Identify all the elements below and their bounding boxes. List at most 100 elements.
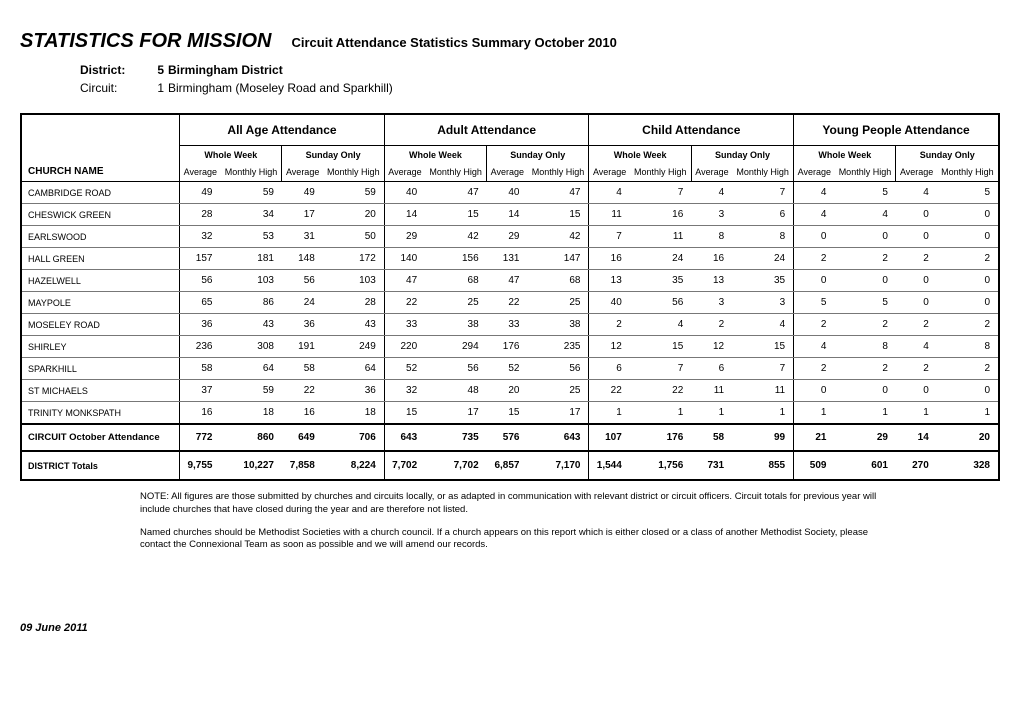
data-cell: 5 <box>834 182 896 204</box>
data-cell: 0 <box>896 292 937 314</box>
data-cell: 5 <box>834 292 896 314</box>
col-high: Monthly High <box>834 164 896 182</box>
data-cell: 0 <box>937 380 999 402</box>
data-cell: 6 <box>732 204 794 226</box>
data-cell: 47 <box>425 182 487 204</box>
data-cell: 8 <box>937 336 999 358</box>
data-cell: 99 <box>732 424 794 451</box>
data-cell: 0 <box>834 380 896 402</box>
data-cell: 20 <box>937 424 999 451</box>
data-cell: 294 <box>425 336 487 358</box>
data-cell: 59 <box>220 380 282 402</box>
col-high: Monthly High <box>220 164 282 182</box>
data-cell: 15 <box>384 402 425 425</box>
data-cell: 191 <box>282 336 323 358</box>
data-cell: 32 <box>180 226 221 248</box>
data-cell: 15 <box>527 204 589 226</box>
data-cell: 15 <box>630 336 692 358</box>
data-cell: 3 <box>691 204 732 226</box>
data-cell: 20 <box>323 204 385 226</box>
data-cell: 12 <box>589 336 630 358</box>
data-cell: 20 <box>487 380 528 402</box>
data-cell: 2 <box>937 248 999 270</box>
data-cell: 16 <box>282 402 323 425</box>
sub-whole-week: Whole Week <box>384 146 486 165</box>
data-cell: 11 <box>691 380 732 402</box>
table-row: SHIRLEY236308191249220294176235121512154… <box>21 336 999 358</box>
attendance-table: All Age Attendance Adult Attendance Chil… <box>20 113 1000 481</box>
data-cell: 36 <box>180 314 221 336</box>
data-cell: 1 <box>589 402 630 425</box>
data-cell: 1 <box>691 402 732 425</box>
data-cell: 4 <box>691 182 732 204</box>
church-name-cell: ST MICHAELS <box>21 380 180 402</box>
data-cell: 236 <box>180 336 221 358</box>
data-cell: 1 <box>630 402 692 425</box>
data-cell: 576 <box>487 424 528 451</box>
data-cell: 643 <box>527 424 589 451</box>
table-row: MAYPOLE65862428222522254056335500 <box>21 292 999 314</box>
data-cell: 2 <box>896 314 937 336</box>
data-cell: 2 <box>834 358 896 380</box>
note-2: Named churches should be Methodist Socie… <box>140 527 900 553</box>
data-cell: 4 <box>794 336 835 358</box>
data-cell: 1 <box>794 402 835 425</box>
church-name-cell: HAZELWELL <box>21 270 180 292</box>
data-cell: 0 <box>834 226 896 248</box>
data-cell: 4 <box>896 336 937 358</box>
data-cell: 56 <box>527 358 589 380</box>
data-cell: 8 <box>691 226 732 248</box>
data-cell: 6,857 <box>487 451 528 480</box>
data-cell: 2 <box>896 248 937 270</box>
data-cell: 0 <box>834 270 896 292</box>
data-cell: 509 <box>794 451 835 480</box>
data-cell: 28 <box>323 292 385 314</box>
church-name-cell: TRINITY MONKSPATH <box>21 402 180 425</box>
data-cell: 140 <box>384 248 425 270</box>
sub-title: Circuit Attendance Statistics Summary Oc… <box>291 35 616 50</box>
main-title: STATISTICS FOR MISSION <box>20 30 271 53</box>
col-avg: Average <box>589 164 630 182</box>
table-row: HAZELWELL561035610347684768133513350000 <box>21 270 999 292</box>
church-name-cell: SHIRLEY <box>21 336 180 358</box>
data-cell: 0 <box>794 226 835 248</box>
data-cell: 860 <box>220 424 282 451</box>
data-cell: 47 <box>384 270 425 292</box>
church-col-header: CHURCH NAME <box>21 164 180 182</box>
data-cell: 86 <box>220 292 282 314</box>
data-cell: 2 <box>896 358 937 380</box>
data-cell: 0 <box>794 380 835 402</box>
data-cell: 36 <box>282 314 323 336</box>
data-cell: 58 <box>282 358 323 380</box>
data-cell: 47 <box>487 270 528 292</box>
col-avg: Average <box>794 164 835 182</box>
sub-whole-week: Whole Week <box>589 146 691 165</box>
data-cell: 4 <box>834 204 896 226</box>
data-cell: 59 <box>220 182 282 204</box>
data-cell: 103 <box>323 270 385 292</box>
data-cell: 7 <box>589 226 630 248</box>
data-cell: 15 <box>487 402 528 425</box>
data-cell: 7,702 <box>384 451 425 480</box>
data-cell: 68 <box>527 270 589 292</box>
data-cell: 4 <box>589 182 630 204</box>
data-cell: 25 <box>527 380 589 402</box>
data-cell: 18 <box>220 402 282 425</box>
data-cell: 43 <box>323 314 385 336</box>
data-cell: 22 <box>589 380 630 402</box>
footer-date: 09 June 2011 <box>20 622 1000 634</box>
data-cell: 18 <box>323 402 385 425</box>
data-cell: 52 <box>384 358 425 380</box>
data-cell: 13 <box>589 270 630 292</box>
data-cell: 8,224 <box>323 451 385 480</box>
data-cell: 36 <box>323 380 385 402</box>
data-cell: 2 <box>937 314 999 336</box>
data-cell: 68 <box>425 270 487 292</box>
church-name-cell: DISTRICT Totals <box>21 451 180 480</box>
data-cell: 42 <box>527 226 589 248</box>
col-avg: Average <box>691 164 732 182</box>
data-cell: 22 <box>282 380 323 402</box>
sub-sunday: Sunday Only <box>487 146 589 165</box>
data-cell: 2 <box>589 314 630 336</box>
data-cell: 37 <box>180 380 221 402</box>
